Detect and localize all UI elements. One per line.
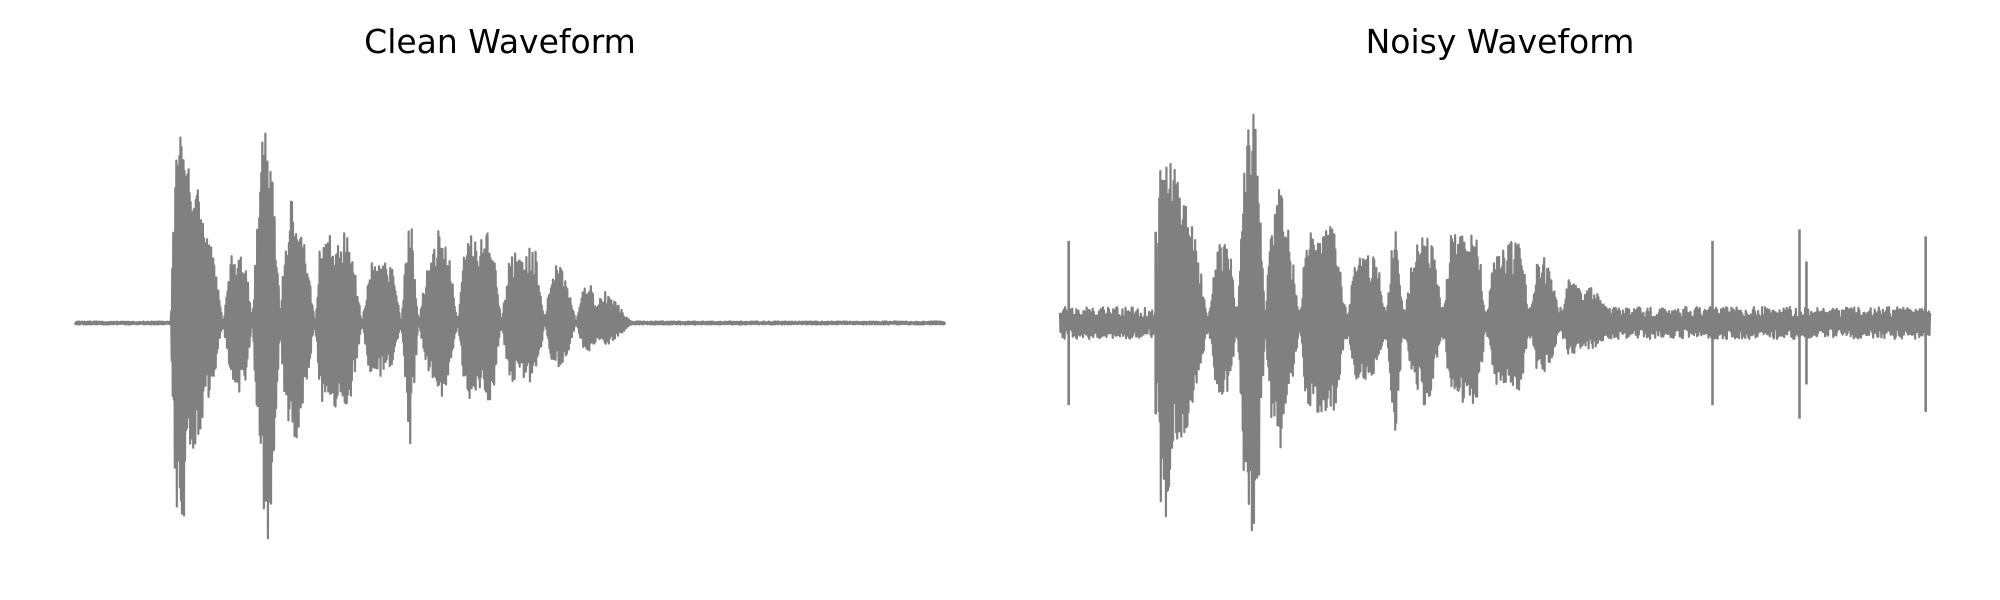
waveform-trace-noisy <box>1058 113 1932 532</box>
clean-waveform-plot <box>73 132 947 540</box>
noisy-waveform-plot <box>1058 113 1932 532</box>
chart-title-clean: Clean Waveform <box>364 22 636 61</box>
waveform-trace-clean <box>73 132 947 540</box>
chart-title-noisy: Noisy Waveform <box>1365 22 1635 61</box>
clean-waveform-panel: Clean Waveform <box>73 22 947 540</box>
noisy-waveform-panel: Noisy Waveform <box>1000 0 2000 600</box>
